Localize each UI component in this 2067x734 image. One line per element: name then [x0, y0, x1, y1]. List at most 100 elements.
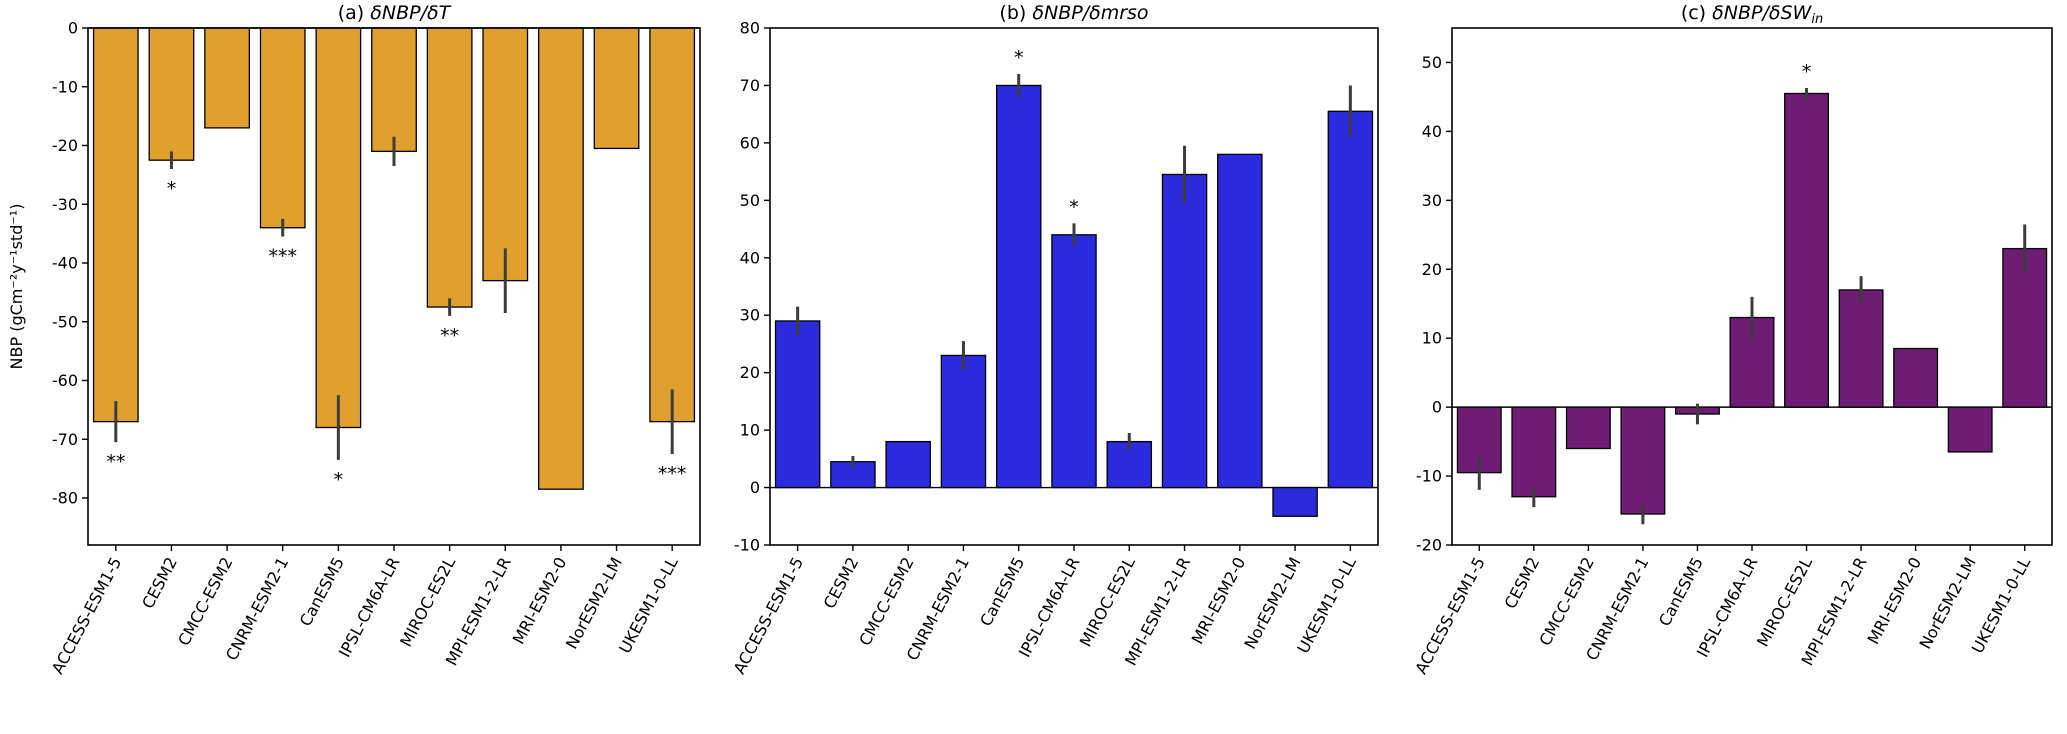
y-axis-label: NBP (gCm⁻²y⁻¹std⁻¹) — [7, 204, 26, 370]
y-tick-label: -70 — [52, 430, 78, 449]
y-tick-label: -40 — [52, 254, 78, 273]
bar-UKESM1-0-LL — [2002, 247, 2048, 408]
significance-marker: * — [334, 469, 344, 491]
significance-marker: ** — [106, 451, 125, 473]
bar-IPSL-CM6A-LR — [371, 27, 417, 153]
x-tick-label: CMCC-ESM2 — [174, 554, 236, 649]
bar-CESM2 — [830, 461, 876, 489]
bar-UKESM1-0-LL — [1327, 110, 1374, 489]
significance-marker: *** — [268, 246, 297, 268]
panel-c: * -20 -10 0 10 20 30 40 50 ACCESS-ESM1-5 CESM2CMCC… — [1411, 2, 2053, 677]
x-tick-label: UKESM1-0-LL — [1968, 554, 2035, 657]
y-tick-label: 60 — [740, 133, 760, 152]
x-tick-label: NorESM2-LM — [1915, 554, 1979, 652]
y-tick-label: 0 — [68, 19, 78, 38]
y-tick-label: -20 — [1416, 536, 1442, 555]
x-tick-label: MIROC-ES2L — [1753, 554, 1816, 650]
x-tick-label: UKESM1-0-LL — [1293, 554, 1360, 657]
bar-MRI-ESM2-0 — [538, 27, 584, 490]
y-tick-label: 50 — [1422, 53, 1442, 72]
x-tick-label: MRI-ESM2-0 — [1863, 554, 1925, 647]
bar-CESM2 — [148, 27, 195, 161]
y-tick-label: -10 — [734, 536, 760, 555]
bar-MPI-ESM1-2-LR — [1838, 289, 1884, 408]
bar-MPI-ESM1-2-LR — [1161, 173, 1208, 489]
x-tick-label: CanESM5 — [976, 554, 1028, 629]
y-tick-label: 10 — [1422, 329, 1442, 348]
significance-marker: * — [167, 178, 177, 200]
y-tick-label: -50 — [52, 312, 78, 331]
bar-NorESM2-LM — [1947, 406, 1993, 453]
x-tick-label: CESM2 — [820, 554, 863, 612]
y-tick-label: 30 — [1422, 191, 1442, 210]
panel-title: (b) δNBP/δmrso — [999, 2, 1148, 24]
y-tick-label: 70 — [740, 76, 760, 95]
x-tick-label: ACCESS-ESM1-5 — [48, 554, 126, 677]
x-tick-label: CESM2 — [138, 554, 181, 612]
bar-CESM2 — [1511, 406, 1557, 498]
y-tick-label: -10 — [1416, 467, 1442, 486]
bar-MIROC-ES2L — [426, 27, 473, 308]
y-tick-label: 50 — [740, 191, 760, 210]
panel-title: (c) δNBP/δSWin — [1681, 2, 1823, 27]
significance-marker: * — [1069, 196, 1079, 218]
y-tick-label: 20 — [1422, 260, 1442, 279]
x-tick-label: CanESM5 — [1655, 554, 1707, 629]
x-tick-label: ACCESS-ESM1-5 — [730, 554, 808, 677]
bar-IPSL-CM6A-LR — [1051, 234, 1097, 489]
bar-MPI-ESM1-2-LR — [482, 27, 529, 282]
y-tick-label: -60 — [52, 371, 78, 390]
y-tick-label: -10 — [52, 77, 78, 96]
bar-CNRM-ESM2-1 — [940, 354, 987, 489]
bar-ACCESS-ESM1-5 — [774, 320, 821, 489]
bar-CanESM5 — [995, 84, 1042, 489]
bar-MRI-ESM2-0 — [1217, 153, 1263, 489]
y-tick-label: 30 — [740, 306, 760, 325]
bar-CNRM-ESM2-1 — [1620, 406, 1666, 515]
bar-CNRM-ESM2-1 — [259, 27, 306, 229]
y-tick-label: 10 — [740, 421, 760, 440]
x-tick-label: CanESM5 — [296, 554, 348, 629]
bar-CMCC-ESM2 — [885, 440, 931, 489]
x-tick-label: CMCC-ESM2 — [1535, 554, 1597, 649]
panel-a: ************0-10-20-30-40-50-60-70-80ACC… — [48, 2, 701, 677]
x-tick-label: MRI-ESM2-0 — [1188, 554, 1250, 647]
bar-UKESM1-0-LL — [649, 27, 696, 423]
bar-NorESM2-LM — [593, 27, 640, 150]
panel-b: * * -10 0 10 20 30 40 50 60 70 80 ACCESS-ESM1-5 CESM2… — [730, 2, 1379, 677]
x-tick-label: ACCESS-ESM1-5 — [1411, 554, 1489, 677]
x-tick-label: MIROC-ES2L — [396, 554, 459, 650]
x-tick-label: MIROC-ES2L — [1076, 554, 1139, 650]
bar-CanESM5 — [315, 27, 362, 429]
y-tick-label: 80 — [740, 19, 760, 38]
significance-marker: * — [1014, 47, 1024, 69]
x-tick-label: UKESM1-0-LL — [615, 554, 682, 657]
x-tick-label: IPSL-CM6A-LR — [1015, 554, 1084, 660]
bar-MIROC-ES2L — [1784, 92, 1830, 408]
x-tick-label: NorESM2-LM — [1240, 554, 1304, 652]
y-tick-label: -30 — [52, 195, 78, 214]
significance-marker: ** — [440, 325, 459, 347]
x-tick-label: MRI-ESM2-0 — [509, 554, 571, 647]
y-tick-label: 40 — [1422, 122, 1442, 141]
y-tick-label: 20 — [740, 363, 760, 382]
bar-NorESM2-LM — [1272, 486, 1318, 517]
x-tick-label: IPSL-CM6A-LR — [335, 554, 404, 660]
x-tick-label: CESM2 — [1501, 554, 1544, 612]
bar-MRI-ESM2-0 — [1893, 347, 1939, 408]
x-tick-label: NorESM2-LM — [562, 554, 626, 652]
y-tick-label: -80 — [52, 489, 78, 508]
significance-marker: * — [1802, 61, 1812, 83]
x-tick-label: CMCC-ESM2 — [855, 554, 917, 649]
panel-title: (a) δNBP/δT — [338, 2, 452, 24]
y-tick-label: 0 — [750, 478, 760, 497]
bar-ACCESS-ESM1-5 — [92, 27, 139, 423]
y-tick-label: 0 — [1432, 398, 1442, 417]
bar-CMCC-ESM2 — [1565, 406, 1611, 450]
bar-CMCC-ESM2 — [204, 27, 250, 129]
y-tick-label: -20 — [52, 136, 78, 155]
significance-marker: *** — [658, 463, 687, 485]
y-tick-label: 40 — [740, 248, 760, 267]
